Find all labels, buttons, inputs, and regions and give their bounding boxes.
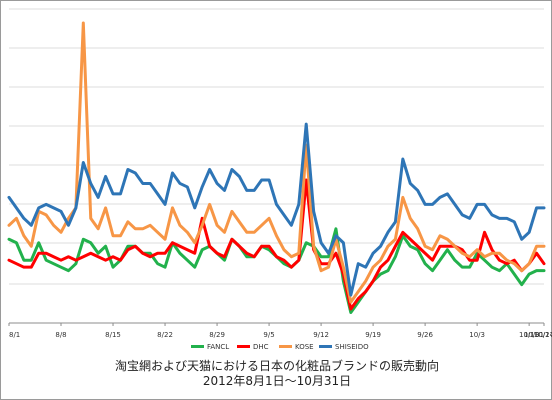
x-tick-label: 10/31: [524, 331, 544, 339]
series-line-kose: [7, 21, 546, 304]
legend-label: SHISEIDO: [335, 343, 369, 351]
x-tick-labels: 8/1 8/8 8/15 8/22 8/29 9/5 9/12 9/19 9/26 10/3 10/…: [8, 323, 552, 339]
x-tick-label: 10/17: [534, 331, 552, 339]
x-tick-label: 10/10: [519, 331, 539, 339]
x-tick-label: 10/24: [534, 331, 552, 339]
x-tick-label: 8/1: [9, 331, 20, 339]
legend-label: KOSE: [295, 343, 314, 351]
x-tick-label: 8/22: [157, 331, 173, 339]
x-tick-label: 9/19: [365, 331, 381, 339]
x-tick-label: 9/26: [417, 331, 433, 339]
line-chart: 8/1 8/8 8/15 8/22 8/29 9/5 9/12 9/19 9/26 10/3 10/…: [7, 8, 552, 351]
x-tick-label: 8/8: [55, 331, 66, 339]
series-lines: [7, 21, 546, 315]
series-line-fancl: [7, 227, 546, 315]
chart-subtitle: 2012年8月1日～10月31日: [202, 374, 352, 388]
x-tick-label: 9/5: [263, 331, 274, 339]
x-tick-label: 10/3: [469, 331, 485, 339]
x-tick-label: 8/29: [209, 331, 225, 339]
chart-title: 淘宝網および天猫における日本の化粧品ブランドの販売動向: [114, 359, 439, 373]
x-tick-label: 8/15: [105, 331, 121, 339]
legend-label: DHC: [253, 343, 269, 351]
legend: FANCL DHC KOSE SHISEIDO: [191, 343, 369, 351]
series-line-shiseido: [7, 122, 546, 297]
x-tick-label: 9/12: [313, 331, 329, 339]
legend-label: FANCL: [207, 343, 229, 351]
chart-caption: 淘宝網および天猫における日本の化粧品ブランドの販売動向 2012年8月1日～10…: [1, 359, 552, 389]
